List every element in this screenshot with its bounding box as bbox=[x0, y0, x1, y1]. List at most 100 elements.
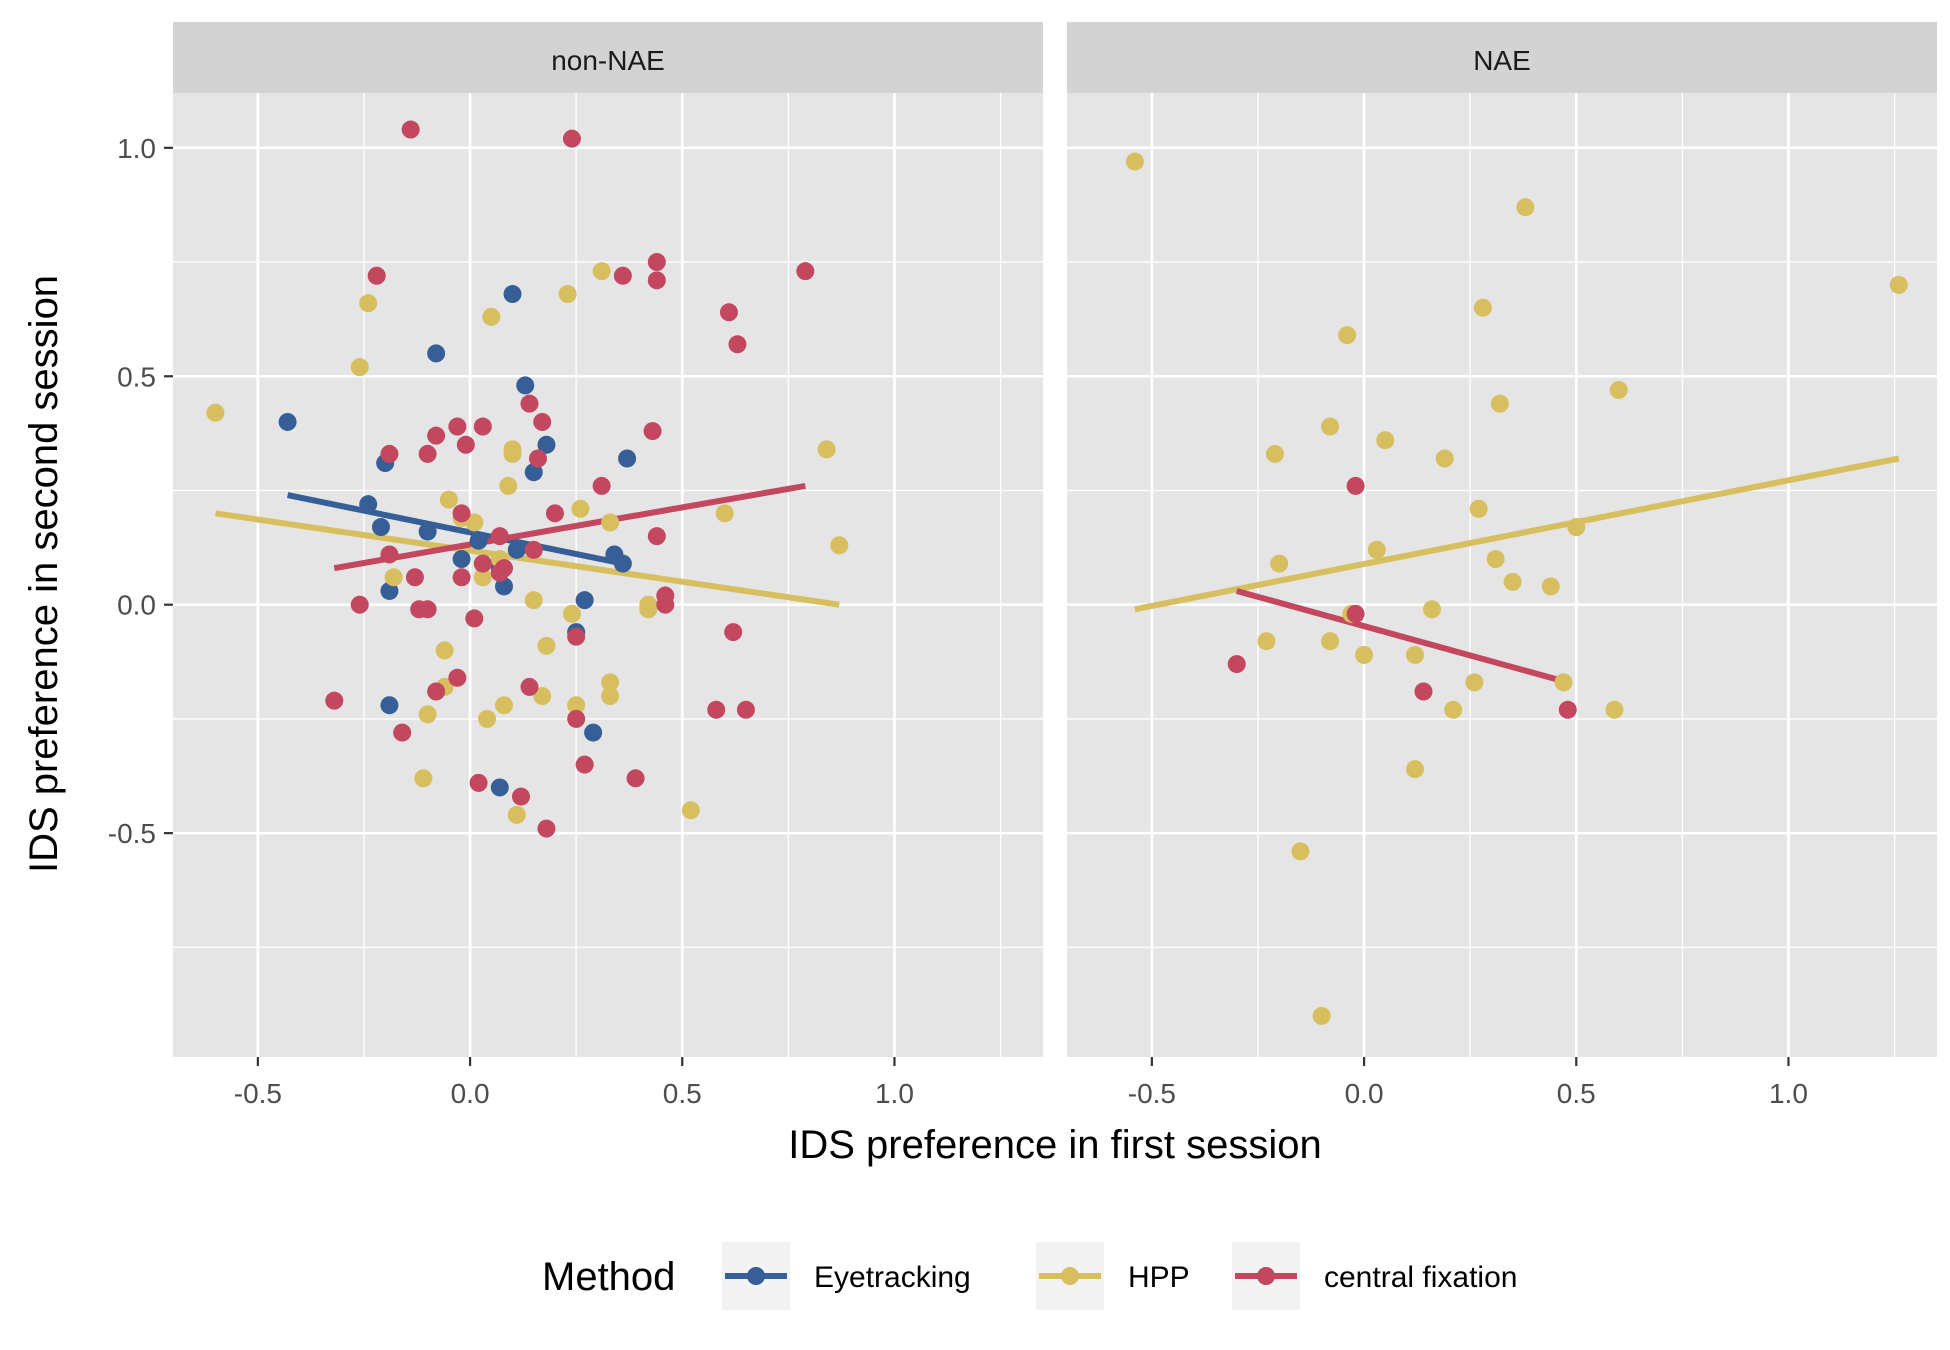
legend-label-hpp: HPP bbox=[1128, 1261, 1190, 1294]
panel-strip-non-nae bbox=[173, 22, 1043, 93]
p1-hpp-point-2 bbox=[1473, 298, 1492, 317]
p0-hpp-point-32 bbox=[567, 696, 586, 715]
p0-hpp-point-29 bbox=[495, 696, 514, 715]
p0-central-fixation-point-20 bbox=[452, 504, 471, 523]
p0-central-fixation-point-35 bbox=[567, 627, 586, 646]
p0-central-fixation-point-51 bbox=[537, 819, 556, 838]
p0-central-fixation-point-34 bbox=[465, 609, 484, 628]
p1-hpp-point-12 bbox=[1367, 540, 1386, 559]
p0-eyetracking-point-16 bbox=[537, 435, 556, 454]
p0-central-fixation-point-43 bbox=[724, 623, 743, 642]
p0-central-fixation-point-6 bbox=[719, 303, 738, 322]
p0-central-fixation-point-13 bbox=[456, 435, 475, 454]
p0-eyetracking-point-15 bbox=[524, 463, 543, 482]
p0-central-fixation-point-23 bbox=[524, 540, 543, 559]
p0-central-fixation-point-7 bbox=[728, 335, 747, 354]
y-tick-label-1: 0.0 bbox=[117, 590, 156, 621]
p0-eyetracking-point-22 bbox=[584, 723, 603, 742]
y-tick-label-2: 0.5 bbox=[117, 361, 156, 392]
p1-hpp-point-5 bbox=[1490, 394, 1509, 413]
p1-hpp-point-0 bbox=[1125, 152, 1144, 171]
x-axis-non-nae: -0.5 0.0 0.5 1.0 bbox=[234, 1057, 914, 1109]
p0-eyetracking-point-13 bbox=[495, 577, 514, 596]
panel-title-nae: NAE bbox=[1473, 45, 1531, 76]
plot-area-nae bbox=[1067, 93, 1937, 1057]
p0-central-fixation-point-31 bbox=[350, 595, 369, 614]
p1-hpp-point-10 bbox=[1435, 449, 1454, 468]
p0-hpp-point-31 bbox=[537, 636, 556, 655]
p1-hpp-point-24 bbox=[1465, 673, 1484, 692]
p0-central-fixation-point-33 bbox=[418, 600, 437, 619]
p1-central-fixation-point-3 bbox=[1414, 682, 1433, 701]
p1-central-fixation-point-2 bbox=[1227, 655, 1246, 674]
p1-hpp-point-15 bbox=[1567, 518, 1586, 537]
legend-label-eyetracking: Eyetracking bbox=[814, 1261, 971, 1294]
p0-x-tick-label-1: 0.0 bbox=[451, 1078, 490, 1109]
p0-central-fixation-point-19 bbox=[643, 422, 662, 441]
p0-central-fixation-point-12 bbox=[448, 417, 467, 436]
legend-label-central-fixation: central fixation bbox=[1324, 1261, 1517, 1294]
x-axis-title: IDS preference in first session bbox=[788, 1123, 1322, 1167]
p0-hpp-point-17 bbox=[601, 513, 620, 532]
p0-central-fixation-point-24 bbox=[545, 504, 564, 523]
p0-central-fixation-point-26 bbox=[380, 545, 399, 564]
p0-hpp-point-6 bbox=[384, 568, 403, 587]
p1-hpp-point-26 bbox=[1444, 700, 1463, 719]
p0-eyetracking-point-14 bbox=[507, 540, 526, 559]
p0-central-fixation-point-37 bbox=[656, 595, 675, 614]
p0-eyetracking-point-20 bbox=[575, 591, 594, 610]
p0-central-fixation-trend-line bbox=[333, 482, 806, 572]
p0-hpp-point-33 bbox=[601, 673, 620, 692]
p0-central-fixation-point-28 bbox=[452, 568, 471, 587]
p1-central-fixation-point-0 bbox=[1346, 476, 1365, 495]
gridlines-nae bbox=[1067, 93, 1937, 1057]
plot-area-non-nae bbox=[173, 93, 1043, 1057]
p0-x-tick-label-0: -0.5 bbox=[234, 1078, 282, 1109]
p0-central-fixation-point-0 bbox=[401, 120, 420, 139]
p0-central-fixation-point-14 bbox=[473, 417, 492, 436]
legend-key-point-central-fixation bbox=[1257, 1267, 1275, 1285]
p1-hpp-point-30 bbox=[1312, 1006, 1331, 1025]
p0-hpp-point-28 bbox=[478, 709, 497, 728]
p0-central-fixation-point-38 bbox=[325, 691, 344, 710]
p1-hpp-point-1 bbox=[1516, 198, 1535, 217]
p1-hpp-point-21 bbox=[1321, 632, 1340, 651]
p0-central-fixation-point-17 bbox=[528, 449, 547, 468]
p1-x-tick-label-0: -0.5 bbox=[1128, 1078, 1176, 1109]
legend-title: Method bbox=[542, 1255, 675, 1299]
p0-hpp-point-34 bbox=[601, 687, 620, 706]
p0-x-tick-label-2: 0.5 bbox=[663, 1078, 702, 1109]
p0-central-fixation-point-40 bbox=[448, 668, 467, 687]
p0-central-fixation-point-49 bbox=[575, 755, 594, 774]
y-axis-title: IDS preference in second session bbox=[22, 275, 66, 873]
p1-hpp-point-9 bbox=[1265, 444, 1284, 463]
p1-hpp-point-29 bbox=[1291, 842, 1310, 861]
p0-central-fixation-point-46 bbox=[393, 723, 412, 742]
p0-eyetracking-point-2 bbox=[503, 285, 522, 304]
p1-hpp-point-20 bbox=[1257, 632, 1276, 651]
p0-eyetracking-point-8 bbox=[380, 581, 399, 600]
legend-items: Eyetracking HPP central fixation bbox=[722, 1242, 1517, 1310]
p1-hpp-point-8 bbox=[1376, 431, 1395, 450]
p0-central-fixation-point-42 bbox=[567, 709, 586, 728]
p0-hpp-point-10 bbox=[473, 568, 492, 587]
p1-hpp-point-17 bbox=[1541, 577, 1560, 596]
p0-central-fixation-point-9 bbox=[380, 444, 399, 463]
p0-hpp-point-3 bbox=[482, 307, 501, 326]
p0-central-fixation-point-25 bbox=[647, 527, 666, 546]
p0-central-fixation-point-15 bbox=[520, 394, 539, 413]
p0-eyetracking-point-10 bbox=[452, 550, 471, 569]
p1-hpp-point-3 bbox=[1889, 275, 1908, 294]
x-axis-nae: -0.5 0.0 0.5 1.0 bbox=[1128, 1057, 1808, 1109]
p1-x-tick-label-3: 1.0 bbox=[1769, 1078, 1808, 1109]
p1-central-fixation-trend-line bbox=[1235, 588, 1569, 686]
p1-hpp-trend-line bbox=[1134, 455, 1900, 613]
y-axis: -0.5 0.0 0.5 1.0 bbox=[108, 133, 173, 849]
p0-central-fixation-point-30 bbox=[490, 563, 509, 582]
p0-hpp-trend-line bbox=[215, 510, 840, 608]
p0-central-fixation-point-8 bbox=[796, 262, 815, 281]
p0-hpp-point-9 bbox=[465, 513, 484, 532]
p0-hpp-point-12 bbox=[499, 476, 518, 495]
data-points-nae bbox=[1125, 152, 1908, 1025]
p1-hpp-point-19 bbox=[1422, 600, 1441, 619]
